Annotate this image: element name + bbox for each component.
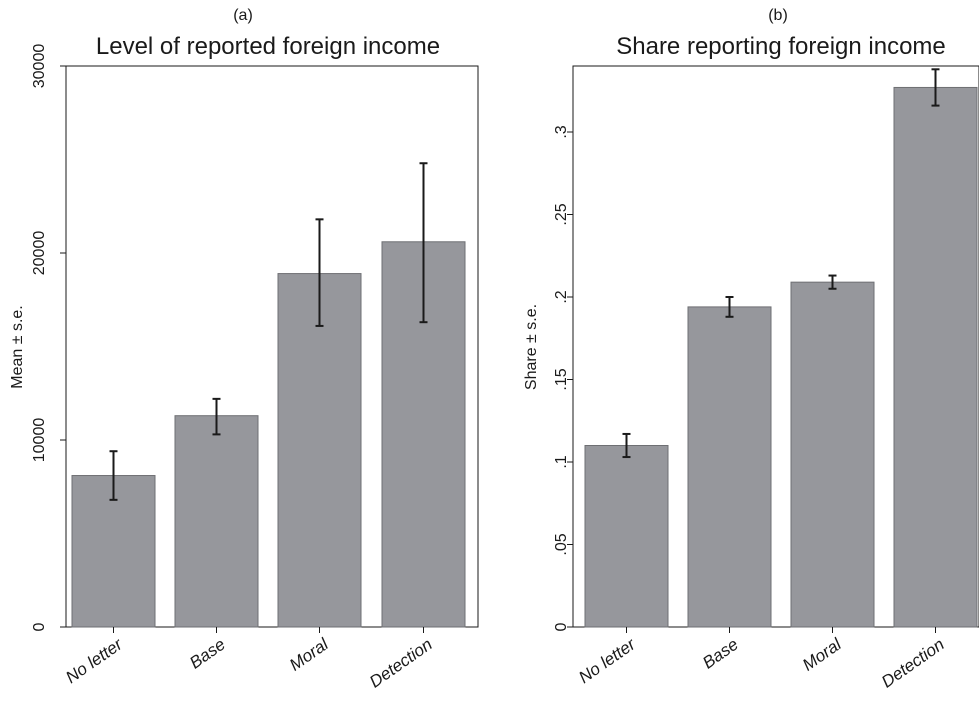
x-tick-label: Detection: [366, 635, 436, 692]
chart-title: Share reporting foreign income: [616, 33, 946, 60]
y-tick-label: 10000: [31, 418, 48, 463]
y-tick-label: 0: [553, 622, 570, 631]
y-tick-label: 0: [31, 622, 48, 631]
bar-base: [174, 415, 259, 628]
bar-base: [687, 306, 772, 628]
y-tick-label: .1: [553, 455, 570, 468]
bar-no-letter: [584, 445, 669, 628]
bar-detection: [893, 86, 978, 628]
chart-title: Level of reported foreign income: [96, 33, 440, 60]
y-tick-label: .2: [553, 290, 570, 303]
panel-a-chart: (a) Level of reported foreign income 0 1000…: [9, 7, 479, 692]
plot-frame: [572, 65, 979, 628]
y-axis-label: Share ± s.e.: [523, 304, 540, 390]
x-tick-label: Base: [186, 635, 229, 673]
x-tick-label: Detection: [878, 635, 948, 692]
x-tick-label: Base: [699, 635, 742, 673]
plot-frame: [65, 65, 479, 628]
y-tick-label: 20000: [31, 231, 48, 276]
y-tick-label: .3: [553, 125, 570, 138]
x-tick-label: Moral: [286, 634, 333, 675]
bar-moral: [790, 281, 875, 628]
x-tick-label: Moral: [799, 634, 846, 675]
y-axis-label: Mean ± s.e.: [9, 305, 26, 388]
y-tick-label: .05: [553, 533, 570, 555]
y-tick-label: .15: [553, 368, 570, 390]
panel-label: (a): [233, 7, 253, 24]
panel-label: (b): [768, 7, 788, 24]
x-tick-label: No letter: [575, 634, 640, 687]
y-tick-label: .25: [553, 203, 570, 225]
x-tick-label: No letter: [62, 634, 127, 687]
y-tick-label: 30000: [31, 44, 48, 89]
panel-b-chart: (b) Share reporting foreign income 0 .05 .1.…: [523, 7, 979, 691]
